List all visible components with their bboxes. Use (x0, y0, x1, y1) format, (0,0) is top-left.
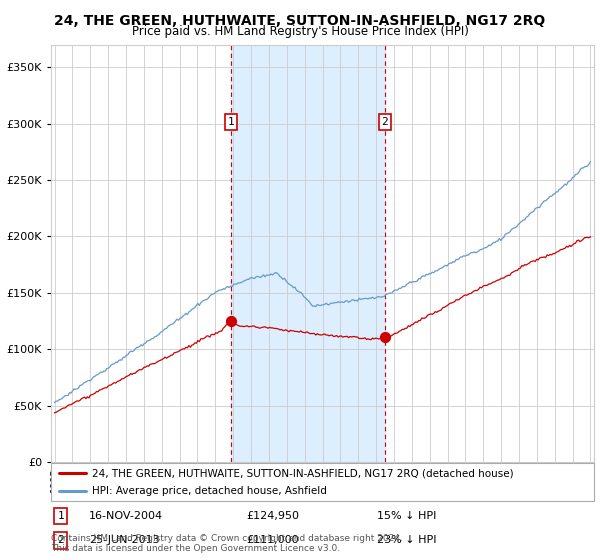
Text: 16-NOV-2004: 16-NOV-2004 (89, 511, 163, 521)
Text: 25-JUN-2013: 25-JUN-2013 (89, 535, 160, 545)
Text: 2: 2 (381, 117, 388, 127)
Bar (231, 45, 385, 462)
Text: 2: 2 (58, 535, 64, 545)
Text: HPI: Average price, detached house, Ashfield: HPI: Average price, detached house, Ashf… (92, 486, 326, 496)
Text: 1: 1 (227, 117, 235, 127)
Text: 15% ↓ HPI: 15% ↓ HPI (377, 511, 436, 521)
Text: 24, THE GREEN, HUTHWAITE, SUTTON-IN-ASHFIELD, NG17 2RQ: 24, THE GREEN, HUTHWAITE, SUTTON-IN-ASHF… (55, 14, 545, 28)
Text: 23% ↓ HPI: 23% ↓ HPI (377, 535, 436, 545)
Point (226, 316, 236, 325)
Point (380, 333, 389, 342)
Text: 24, THE GREEN, HUTHWAITE, SUTTON-IN-ASHFIELD, NG17 2RQ (detached house): 24, THE GREEN, HUTHWAITE, SUTTON-IN-ASHF… (92, 468, 514, 478)
Text: £111,000: £111,000 (247, 535, 299, 545)
FancyBboxPatch shape (51, 463, 594, 501)
Text: £124,950: £124,950 (247, 511, 299, 521)
Text: 1: 1 (58, 511, 64, 521)
Text: Price paid vs. HM Land Registry's House Price Index (HPI): Price paid vs. HM Land Registry's House … (131, 25, 469, 38)
Text: Contains HM Land Registry data © Crown copyright and database right 2024.
This d: Contains HM Land Registry data © Crown c… (51, 534, 403, 553)
